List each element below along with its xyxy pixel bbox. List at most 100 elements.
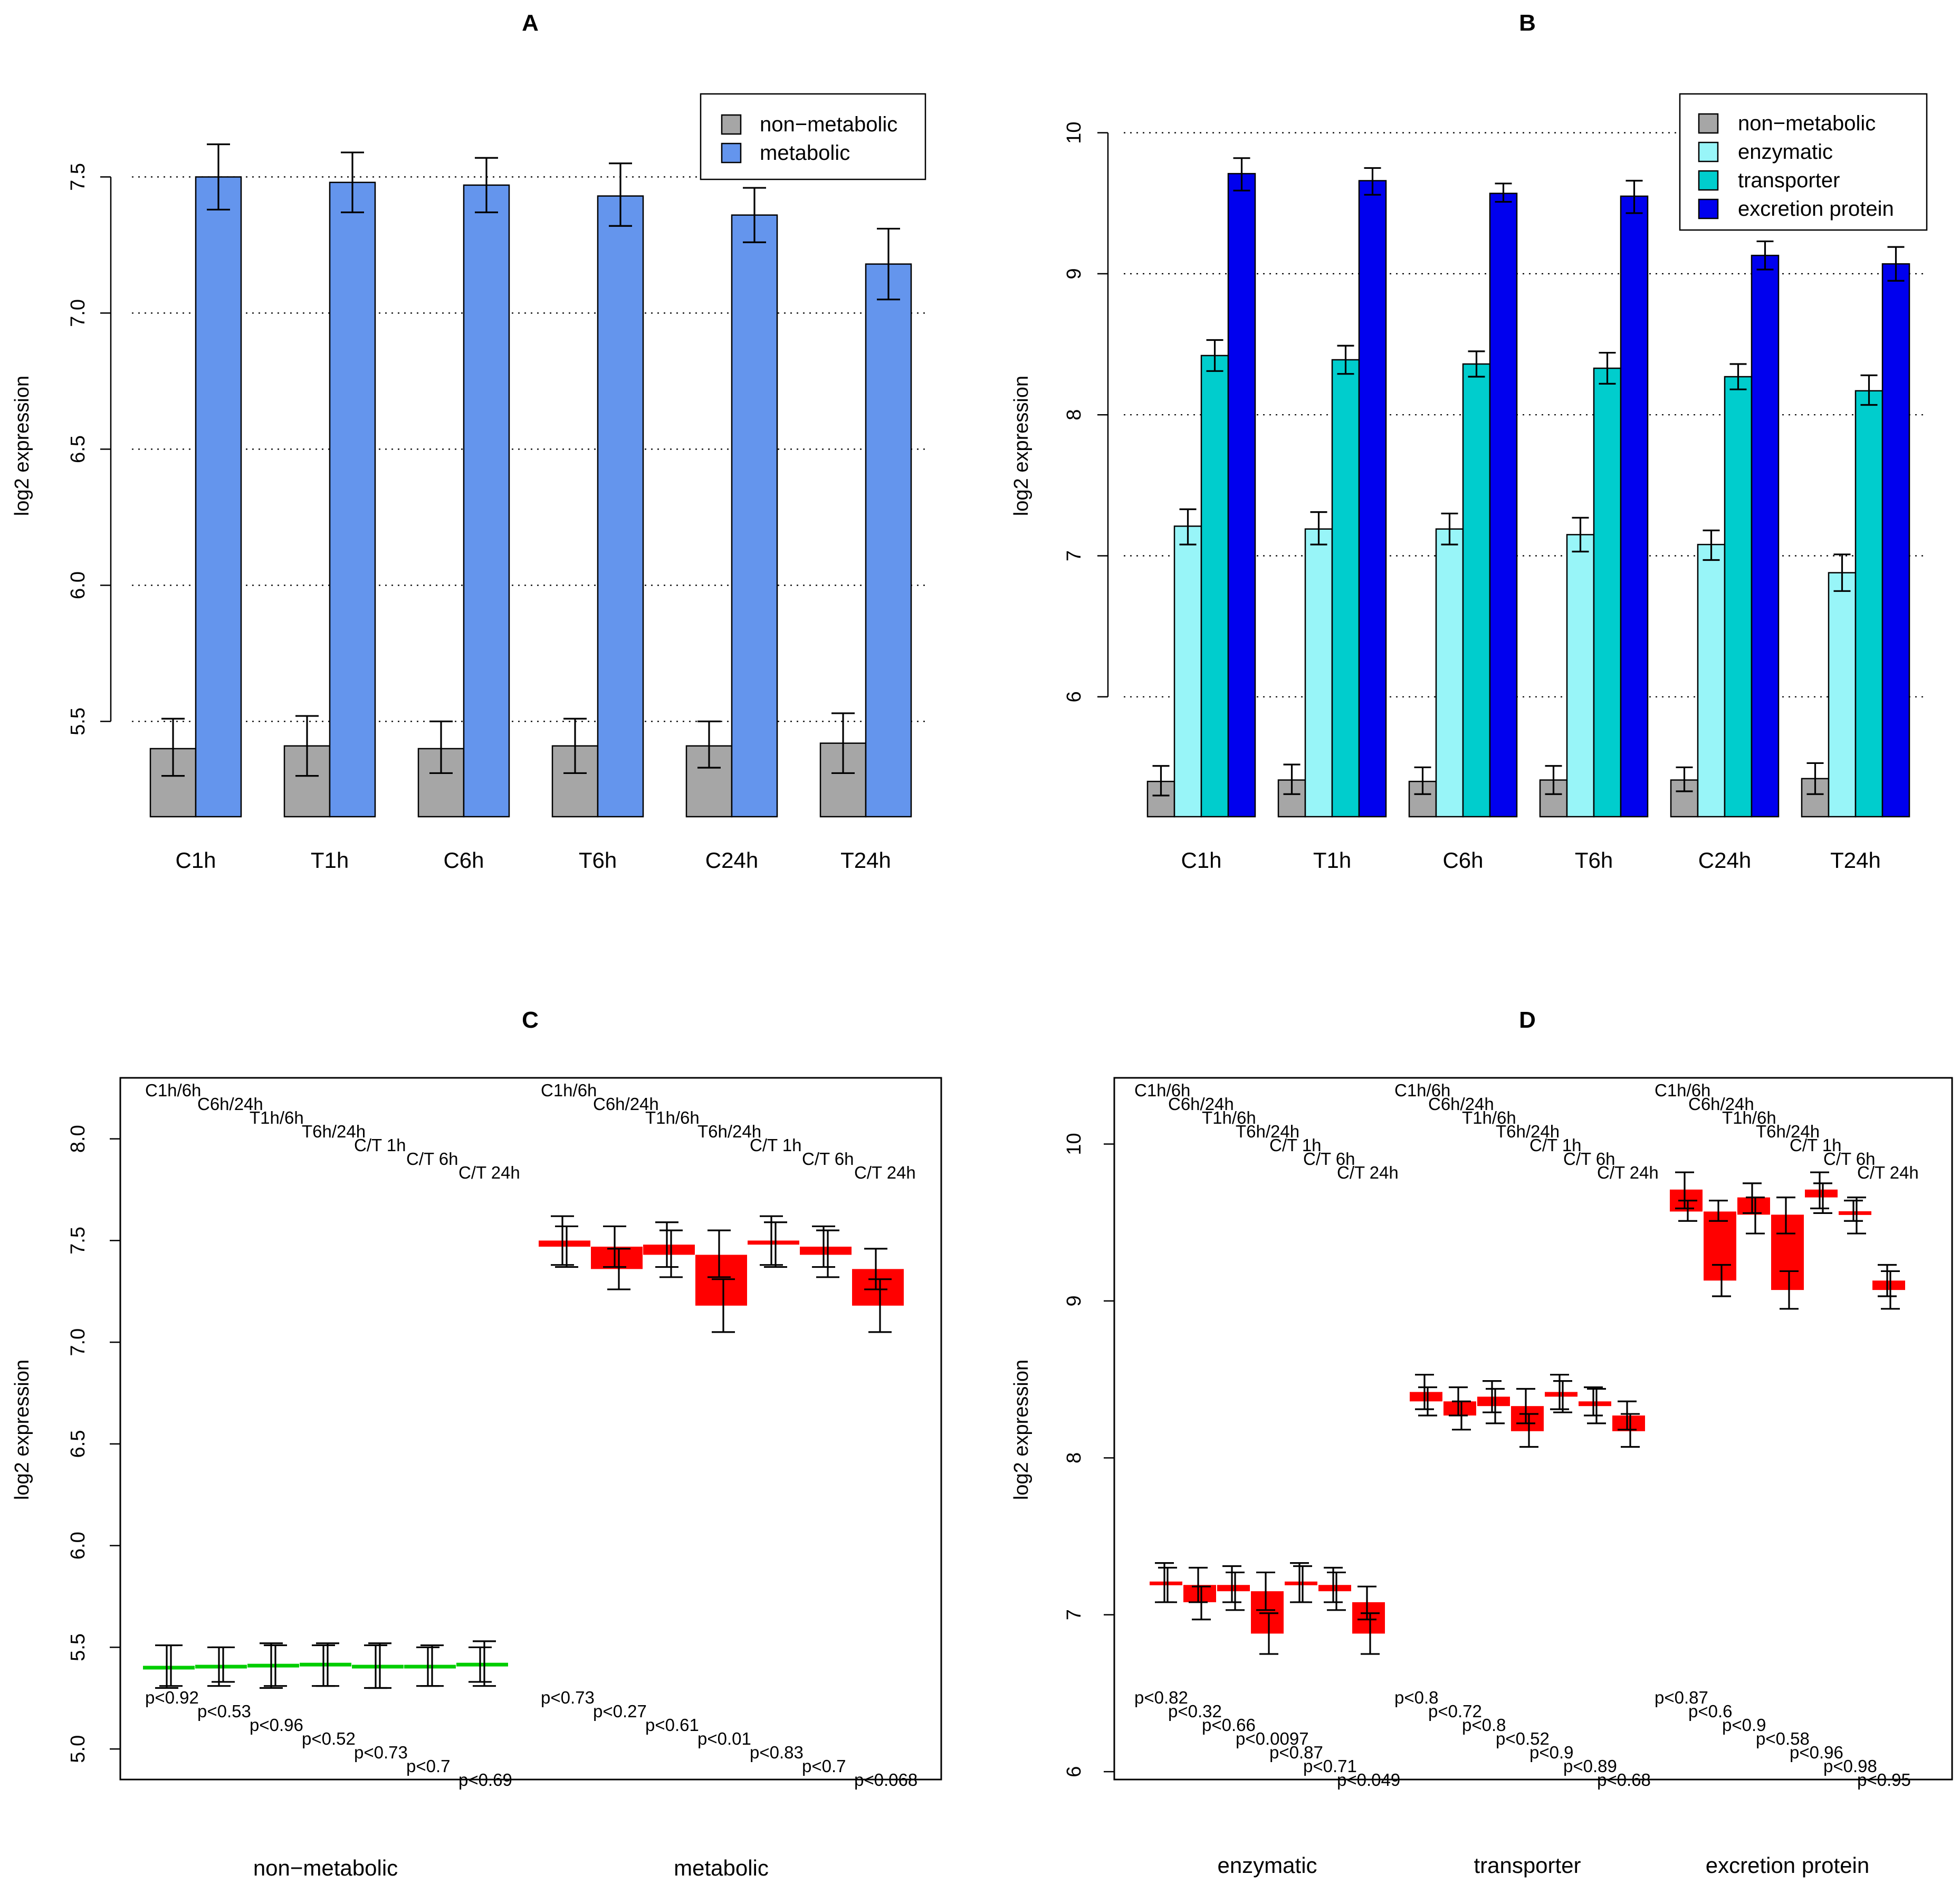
- panel-b-bar-c24h-excretion-protein: [1751, 254, 1780, 818]
- panel-b-bar-t6h-enzymatic: [1566, 534, 1595, 818]
- panel-d-comparison-label-excretion-protein-6: C/T 24h: [1857, 1163, 1919, 1182]
- panel-d-comparison-label-excretion-protein-2: T1h/6h: [1722, 1108, 1776, 1127]
- panel-c-pvalue-metabolic-1: p<0.27: [593, 1701, 647, 1721]
- panel-b-errorbar-c1h-excretion-protein: [1233, 157, 1250, 192]
- panel-c-comparison-label-metabolic-1: C6h/24h: [593, 1094, 659, 1114]
- panel-a-y-tick-label-0: 5.5: [67, 707, 89, 735]
- panel-d-errorbar-b-transporter-c6h-24h: [1452, 1400, 1471, 1431]
- panel-c-group-labels: non−metabolic metabolic: [253, 1855, 769, 1880]
- panel-c-pvalue-non-metabolic-0: p<0.92: [145, 1688, 199, 1707]
- panel-d-y-tick-label-3: 9: [1063, 1295, 1085, 1306]
- panel-b-bar-t24h-enzymatic: [1828, 572, 1857, 818]
- panel-c-comparison-label-metabolic-6: C/T 24h: [854, 1163, 916, 1182]
- panel-b-bar-t6h-transporter: [1593, 367, 1622, 818]
- panel-b-y-axis-label: log2 expression: [1010, 376, 1032, 516]
- panel-d-errorbar-a-excretion-protein-c-t-1h: [1810, 1171, 1829, 1210]
- panel-b-bar-t1h-excretion-protein: [1358, 180, 1387, 818]
- panel-a-bar-chart: A log2 expression 5.5 6.0 6.5 7.0 7.5 C1h T1h…: [11, 10, 929, 873]
- panel-d-errorbar-b-transporter-t6h-24h: [1519, 1413, 1538, 1448]
- panel-d-diffbox-enzymatic-c1h-6h: [1150, 1581, 1182, 1585]
- panel-c-errorbar-b-metabolic-c-t-6h: [816, 1229, 839, 1278]
- panel-b-errorbar-t1h-enzymatic: [1310, 511, 1327, 546]
- panel-d-pvalue-transporter-0: p<0.8: [1394, 1688, 1439, 1707]
- panel-c-comparison-label-non-metabolic-5: C/T 6h: [406, 1149, 458, 1169]
- panel-b-errorbar-t6h-excretion-protein: [1626, 179, 1643, 214]
- panel-c-errorbar-b-metabolic-c1h-6h: [555, 1225, 578, 1268]
- panel-a-category-label-t6h: T6h: [579, 848, 617, 873]
- panel-d-diffbox-excretion-protein-c-t-1h: [1805, 1189, 1838, 1198]
- panel-d-group-label-enzymatic: enzymatic: [1217, 1853, 1317, 1878]
- panel-d-diffbox-transporter-c6h-24h: [1443, 1401, 1476, 1416]
- panel-b-legend-swatch-non-metabolic: [1698, 113, 1719, 134]
- panel-d-errorbar-a-excretion-protein-c1h-6h: [1675, 1171, 1694, 1210]
- panel-a-bar-c6h-metabolic: [463, 184, 510, 818]
- panel-d-errorbar-a-excretion-protein-c6h-24h: [1709, 1199, 1728, 1222]
- panel-d-pvalue-enzymatic-2: p<0.66: [1202, 1715, 1256, 1735]
- panel-c-errorbar-a-non-metabolic-c-t-24h: [469, 1646, 492, 1683]
- panel-b-title: B: [1519, 10, 1536, 36]
- panel-d-pvalue-enzymatic-1: p<0.32: [1168, 1701, 1222, 1721]
- panel-b-bar-c6h-enzymatic: [1435, 528, 1464, 818]
- panel-a-y-tick-label-2: 6.5: [67, 435, 89, 463]
- panel-c-diffbox-non-metabolic-c1h-6h: [143, 1666, 195, 1670]
- panel-d-group-label-transporter: transporter: [1474, 1853, 1581, 1878]
- panel-b-category-label-c6h: C6h: [1442, 848, 1483, 873]
- panel-a-category-label-c24h: C24h: [705, 848, 758, 873]
- panel-c-errorbar-a-non-metabolic-t1h-6h: [260, 1642, 283, 1689]
- panel-b-bar-c1h-transporter: [1200, 355, 1229, 818]
- panel-c-errorbar-b-non-metabolic-c6h-24h: [212, 1646, 235, 1683]
- panel-b-errorbar-t24h-transporter: [1860, 374, 1878, 406]
- panel-a-errorbar-t24h-non-metabolic: [831, 712, 855, 774]
- panel-a-bar-t1h-metabolic: [329, 181, 376, 818]
- panel-b-errorbar-c24h-non-metabolic: [1676, 766, 1693, 792]
- panel-d-comparison-label-transporter-3: T6h/24h: [1496, 1122, 1560, 1141]
- panel-c-errorbar-a-metabolic-c6h-24h: [603, 1225, 626, 1268]
- panel-a-errorbar-t6h-non-metabolic: [563, 718, 587, 774]
- panel-d-errorbar-b-excretion-protein-c6h-24h: [1712, 1264, 1731, 1297]
- panel-c-pvalue-metabolic-0: p<0.73: [541, 1688, 595, 1707]
- panel-c-pvalue-metabolic-4: p<0.83: [750, 1743, 804, 1762]
- panel-b-category-label-t6h: T6h: [1575, 848, 1613, 873]
- panel-a-category-label-t1h: T1h: [311, 848, 349, 873]
- panel-b-legend: non−metabolic enzymatic transporter excr…: [1679, 93, 1928, 231]
- panel-d-errorbar-a-transporter-t1h-6h: [1483, 1380, 1502, 1413]
- panel-a-errorbar-t24h-metabolic: [877, 227, 900, 301]
- panel-d-comparison-label-transporter-5: C/T 6h: [1563, 1149, 1615, 1169]
- panel-d-comparison-chart: D log2 expression 6 7 8 9 10 C1h/6h p<0.82 C6h…: [1010, 1007, 1953, 1878]
- panel-c-diffbox-non-metabolic-c-t-6h: [404, 1665, 456, 1669]
- panel-d-group-labels: enzymatic transporter excretion protein: [1217, 1853, 1869, 1878]
- panel-d-diffbox-transporter-c-t-1h: [1545, 1392, 1577, 1397]
- panel-d-comparison-label-transporter-6: C/T 24h: [1597, 1163, 1659, 1182]
- panel-d-comparison-label-enzymatic-5: C/T 6h: [1303, 1149, 1355, 1169]
- panel-d-pvalue-excretion-protein-3: p<0.58: [1756, 1729, 1810, 1748]
- panel-c-pvalue-metabolic-3: p<0.01: [697, 1729, 751, 1748]
- panel-c-diffbox-non-metabolic-t1h-6h: [247, 1663, 299, 1668]
- panel-c-errorbar-a-metabolic-c-t-6h: [812, 1225, 835, 1268]
- panel-d-comparison-label-enzymatic-1: C6h/24h: [1168, 1094, 1234, 1114]
- panel-a-bar-c1h-metabolic: [195, 176, 242, 818]
- panel-b-errorbar-c6h-non-metabolic: [1414, 766, 1431, 795]
- panel-b-legend-swatch-transporter: [1698, 170, 1719, 191]
- panel-d-diffbox-enzymatic-c-t-1h: [1285, 1581, 1317, 1585]
- panel-a-title: A: [522, 10, 539, 36]
- panel-b-errorbar-c24h-enzymatic: [1703, 529, 1720, 561]
- panel-c-errorbar-a-metabolic-c-t-1h: [760, 1215, 783, 1266]
- panel-c-pvalue-non-metabolic-5: p<0.7: [406, 1756, 451, 1776]
- panel-b-errorbar-c6h-transporter: [1468, 350, 1485, 378]
- panel-c-comparison-label-non-metabolic-3: T6h/24h: [302, 1122, 366, 1141]
- panel-d-errorbar-b-excretion-protein-c-t-24h: [1881, 1270, 1900, 1310]
- panel-d-errorbar-b-excretion-protein-c-t-1h: [1813, 1182, 1832, 1214]
- panel-b-bar-t24h-transporter: [1854, 390, 1883, 818]
- panel-d-comparison-label-transporter-2: T1h/6h: [1462, 1108, 1516, 1127]
- panel-a-errorbar-t6h-metabolic: [609, 162, 632, 227]
- panel-b-errorbar-t1h-transporter: [1337, 345, 1354, 375]
- panel-c-errorbar-b-metabolic-c6h-24h: [607, 1248, 630, 1290]
- panel-c-comparison-label-metabolic-5: C/T 6h: [802, 1149, 854, 1169]
- panel-b-errorbar-c1h-transporter: [1206, 339, 1223, 372]
- panel-b-y-tick-label-1: 7: [1063, 550, 1085, 561]
- panel-c-pvalue-metabolic-6: p<0.068: [854, 1770, 917, 1790]
- panel-c-pvalue-non-metabolic-4: p<0.73: [354, 1743, 408, 1762]
- panel-a-legend-label-metabolic: metabolic: [760, 141, 850, 165]
- panel-d-errorbar-a-excretion-protein-c-t-24h: [1878, 1264, 1897, 1297]
